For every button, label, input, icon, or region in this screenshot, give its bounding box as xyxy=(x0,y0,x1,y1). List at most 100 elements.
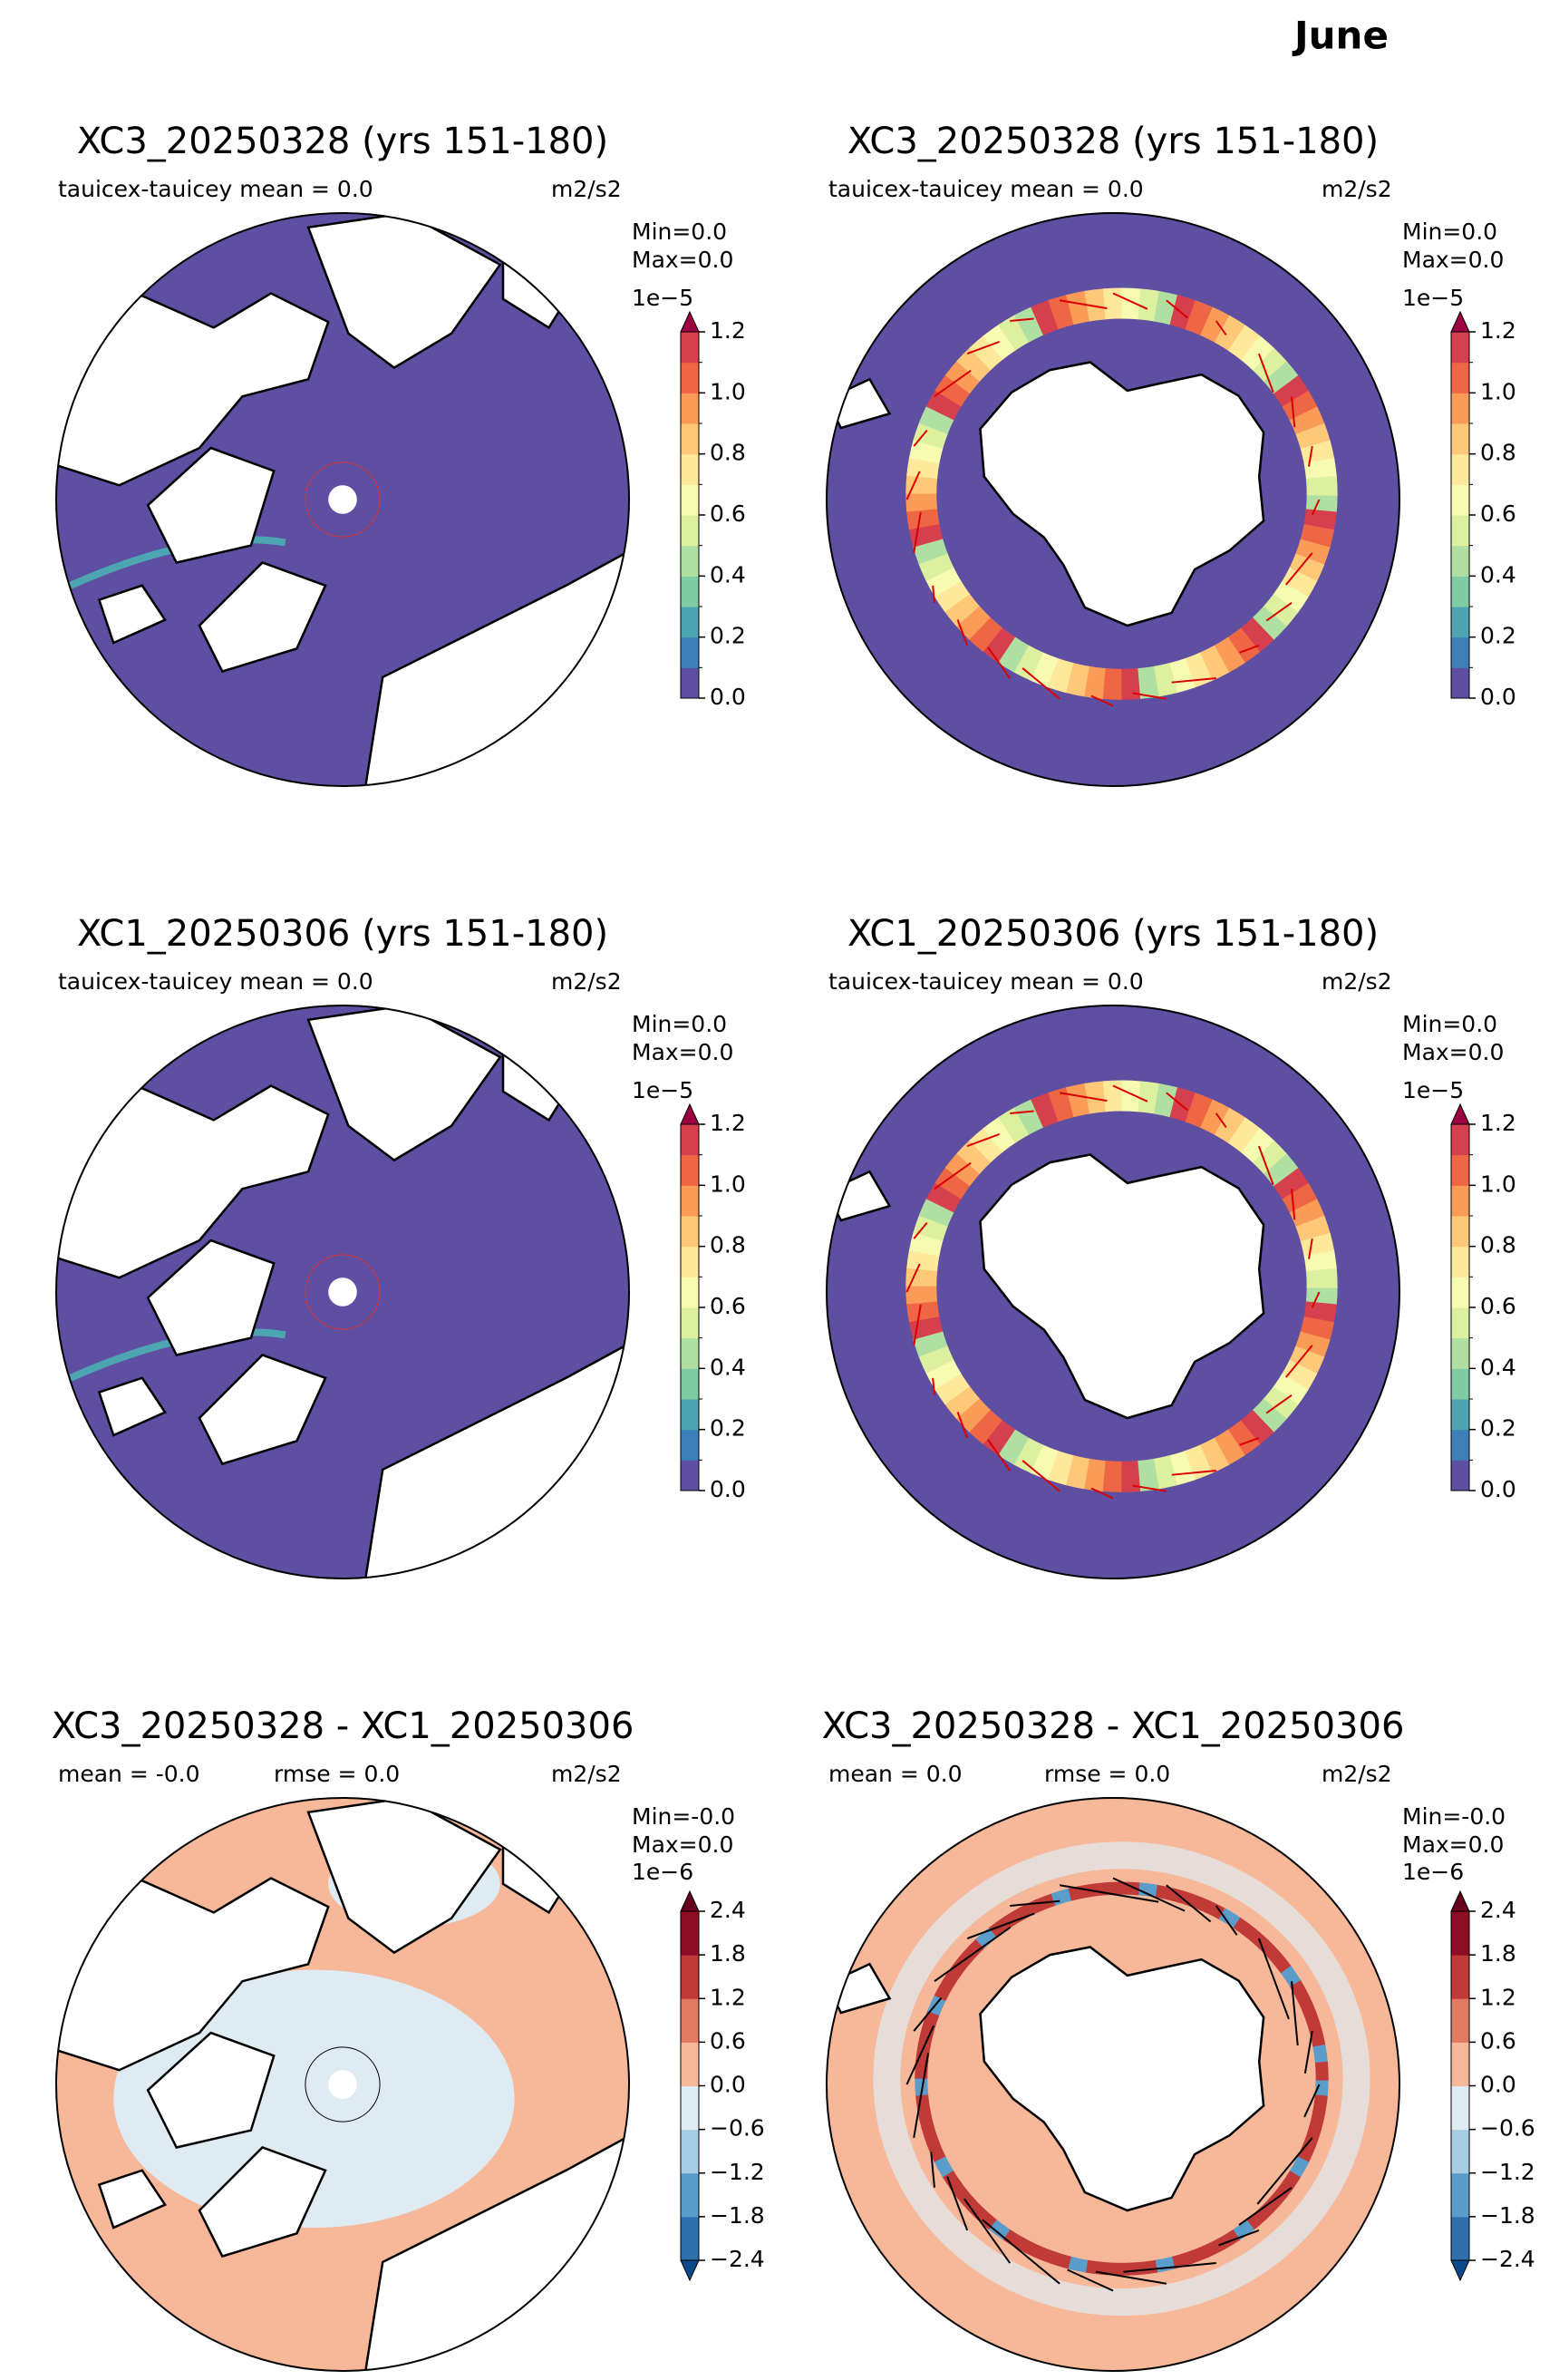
colorbar-tick-label: 0.8 xyxy=(710,440,746,466)
ice-band xyxy=(954,605,991,640)
land xyxy=(306,213,502,370)
ice-band xyxy=(1100,1460,1122,1492)
ice-band xyxy=(1136,1458,1159,1492)
min-max: Min=0.0 xyxy=(632,1011,727,1037)
vector-arrow xyxy=(956,1412,969,1439)
map xyxy=(827,1005,1399,1579)
colorbar-bin xyxy=(681,2129,699,2174)
colorbar-bin xyxy=(1451,1399,1469,1431)
ice-band xyxy=(906,456,940,480)
colorbar-extend-max xyxy=(680,1103,700,1125)
vector-arrow xyxy=(934,1926,1012,1983)
ice-band xyxy=(1013,306,1045,343)
ice-band xyxy=(956,1139,993,1174)
ice-band xyxy=(1119,2262,1140,2276)
ice-band xyxy=(1289,2156,1310,2180)
ice-band xyxy=(1012,1436,1044,1473)
panel-stat: tauicex-tauicey mean = 0.0 xyxy=(58,176,373,202)
colorbar-tick-label: −1.2 xyxy=(710,2159,765,2185)
panel-stat: tauicex-tauicey mean = 0.0 xyxy=(58,968,373,995)
colorbar-tick-label: −1.8 xyxy=(1480,2202,1535,2229)
colorbar-bin xyxy=(1451,1124,1469,1156)
vector-arrow xyxy=(1059,1884,1159,1903)
colorbar-bin xyxy=(681,393,699,424)
ice-band xyxy=(1185,300,1215,336)
ice-band xyxy=(1064,662,1090,697)
ice-band xyxy=(1167,1451,1196,1486)
ice-band xyxy=(1303,458,1337,481)
ice-band xyxy=(998,1106,1031,1143)
colorbar-tick-label: 1.2 xyxy=(710,1984,746,2010)
vector-arrow xyxy=(913,511,922,554)
vector-arrow xyxy=(1090,1487,1114,1500)
colorbar-bin xyxy=(1451,2129,1469,2174)
colorbar-bin xyxy=(1451,1337,1469,1369)
ice-band xyxy=(1066,2256,1089,2273)
vector-arrow xyxy=(1067,2268,1114,2292)
colorbar-offset: 1e−5 xyxy=(632,1077,693,1103)
ice-band xyxy=(967,616,1003,652)
colorbar-bin xyxy=(681,1911,699,1956)
colorbar-tick-label: 0.2 xyxy=(710,1415,746,1442)
ice-band xyxy=(1153,2256,1176,2273)
vector-arrow xyxy=(1291,1981,1299,2046)
map-border xyxy=(826,212,1400,787)
ice-band xyxy=(1295,1215,1331,1243)
ice-band xyxy=(1198,645,1230,682)
ice-band xyxy=(1051,1888,1073,1906)
colorbar-bin xyxy=(1451,362,1469,393)
land xyxy=(97,2169,167,2229)
colorbar-bin xyxy=(681,453,699,485)
colorbar-bin xyxy=(681,332,699,364)
ice-band xyxy=(1170,2251,1193,2269)
vector-arrow xyxy=(913,1221,928,1239)
colorbar-tick-label: 0.0 xyxy=(710,1476,746,1502)
colorbar-tick-label: 0.6 xyxy=(1480,2027,1516,2054)
colorbar-offset: 1e−5 xyxy=(632,285,693,311)
colorbar-bin xyxy=(1451,1460,1469,1491)
vector-arrow xyxy=(1307,1238,1313,1259)
vector-arrow xyxy=(934,369,972,398)
ice-band xyxy=(954,1397,991,1433)
vector-arrow xyxy=(1022,667,1060,700)
ice-band xyxy=(1213,636,1245,674)
panel-units: m2/s2 xyxy=(551,968,622,995)
ice-band xyxy=(905,473,938,494)
ice-band xyxy=(1066,290,1091,325)
figure-title: June xyxy=(1292,14,1389,58)
vector-arrow xyxy=(934,1161,972,1190)
ice-band xyxy=(1290,1979,1311,2003)
land xyxy=(146,2031,276,2149)
colorbar-extend-min xyxy=(1450,2259,1470,2282)
colorbar-tick-label: 1.0 xyxy=(710,1171,746,1197)
colorbar-bin xyxy=(1451,576,1469,607)
panel: XC1_20250306 (yrs 151-180) tauicex-tauice… xyxy=(826,913,1516,1579)
colorbar-bin xyxy=(681,484,699,516)
colorbar-tick-label: 0.8 xyxy=(1480,440,1516,466)
ice-band xyxy=(1046,1450,1074,1486)
colorbar-bin xyxy=(1451,1911,1469,1956)
ice-band xyxy=(1294,1331,1331,1359)
colorbar-bin xyxy=(681,636,699,668)
ice-band xyxy=(1294,539,1331,567)
ice-band xyxy=(905,491,938,512)
colorbar-tick-label: 0.6 xyxy=(1480,1293,1516,1319)
colorbar-tick-label: −1.8 xyxy=(710,2202,765,2229)
vector-arrow xyxy=(1112,1877,1186,1912)
vector-arrow xyxy=(963,2198,1012,2264)
min-max: Max=0.0 xyxy=(632,1831,733,1858)
vector-arrow xyxy=(1291,1189,1296,1220)
vector-arrow xyxy=(1303,2084,1321,2118)
colorbar-bin xyxy=(1451,1307,1469,1339)
vector-arrow xyxy=(905,471,921,500)
vector-arrow xyxy=(1215,320,1227,335)
colorbar-offset: 1e−5 xyxy=(1402,1077,1464,1103)
map-border xyxy=(55,1005,630,1579)
vector-arrow xyxy=(1239,644,1260,654)
ice-band xyxy=(1303,509,1337,532)
colorbar-bin xyxy=(1451,1216,1469,1248)
panel-title: XC3_20250328 - XC1_20250306 xyxy=(52,1705,634,1747)
ice-band xyxy=(1187,1893,1211,1913)
vector-arrow xyxy=(1022,1460,1060,1492)
panel-stat: rmse = 0.0 xyxy=(1044,1761,1170,1787)
